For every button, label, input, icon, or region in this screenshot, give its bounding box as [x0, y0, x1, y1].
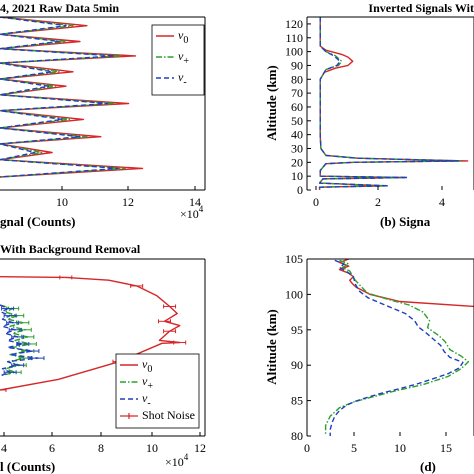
- x-tick-label: 12: [194, 441, 206, 455]
- series-line-1-2: [0, 17, 126, 178]
- series-line-2-3: [318, 17, 459, 190]
- x-tick-label: 4: [1, 441, 7, 455]
- series-line-3-3: [0, 304, 39, 377]
- legend-label: ν-: [178, 70, 187, 88]
- y-tick-label: 40: [291, 128, 303, 142]
- chart-title-1: 4, 2021 Raw Data 5min: [0, 1, 119, 15]
- x-tick-label: 10: [394, 441, 406, 455]
- plot-area-2: [318, 17, 469, 190]
- y-tick-label: 90: [291, 58, 303, 72]
- series-line-4-1: [338, 259, 474, 308]
- x-tick-label: 0: [304, 441, 310, 455]
- y-tick-label: 60: [291, 100, 303, 114]
- x-tick-label: 10: [146, 441, 158, 455]
- legend-label: ν-: [142, 391, 151, 409]
- x-tick-label: 4: [439, 195, 445, 209]
- legend-label: ν0: [178, 28, 188, 46]
- x-tick-label: 10: [56, 195, 68, 209]
- y-tick-label: 80: [291, 72, 303, 86]
- x-tick-label: 8: [98, 441, 104, 455]
- plot-area-1: [0, 17, 144, 178]
- legend-label: ν+: [178, 49, 189, 67]
- legend-label: Shot Noise: [142, 408, 195, 422]
- x-tick-label: 6: [49, 441, 55, 455]
- x-axis-label-2: (b) Signa: [380, 214, 431, 229]
- y-tick-label: 100: [285, 287, 303, 301]
- x-tick-label: 5: [351, 441, 357, 455]
- y-tick-label: 85: [291, 394, 303, 408]
- y-tick-label: 0: [297, 183, 303, 197]
- y-tick-label: 95: [291, 323, 303, 337]
- x-axis-label-3: l (Counts): [0, 459, 55, 474]
- y-tick-label: 70: [291, 86, 303, 100]
- chart-title-3: With Background Removal: [0, 242, 141, 256]
- chart-title-2: Inverted Signals Wit: [368, 1, 474, 15]
- y-tick-label: 105: [285, 252, 303, 266]
- y-tick-label: 90: [291, 358, 303, 372]
- plot-area-4: [324, 259, 474, 436]
- y-tick-label: 100: [285, 45, 303, 59]
- y-tick-label: 120: [285, 17, 303, 31]
- x-tick-label: 14: [189, 195, 201, 209]
- series-line-1-3: [0, 17, 119, 178]
- x-tick-label: 15: [440, 441, 452, 455]
- x-unit-label-1: ×104: [180, 204, 204, 221]
- series-line-4-3: [329, 259, 464, 436]
- series-line-1-1: [0, 17, 144, 178]
- series-line-3-1: [0, 276, 181, 391]
- x-axis-label-1: gnal (Counts): [0, 214, 76, 229]
- series-line-2-2: [318, 17, 463, 190]
- y-tick-label: 80: [291, 429, 303, 443]
- y-tick-label: 10: [291, 169, 303, 183]
- y-tick-label: 20: [291, 155, 303, 169]
- series-line-3-2: [0, 304, 32, 377]
- y-tick-label: 50: [291, 114, 303, 128]
- y-axis-label-4: Altitude (km): [264, 309, 279, 384]
- x-unit-label-3: ×104: [165, 452, 189, 469]
- x-tick-label: 2: [375, 195, 381, 209]
- legend-label: ν+: [142, 374, 153, 392]
- x-tick-label: 12: [122, 195, 134, 209]
- series-line-4-2: [324, 259, 470, 434]
- y-tick-label: 30: [291, 141, 303, 155]
- x-tick-label: 0: [313, 195, 319, 209]
- y-axis-label-2: Altitude (km): [264, 65, 279, 140]
- x-axis-label-4: (d): [420, 459, 436, 474]
- legend-label: ν0: [142, 357, 152, 375]
- series-line-2-1: [318, 17, 469, 190]
- y-tick-label: 110: [285, 31, 303, 45]
